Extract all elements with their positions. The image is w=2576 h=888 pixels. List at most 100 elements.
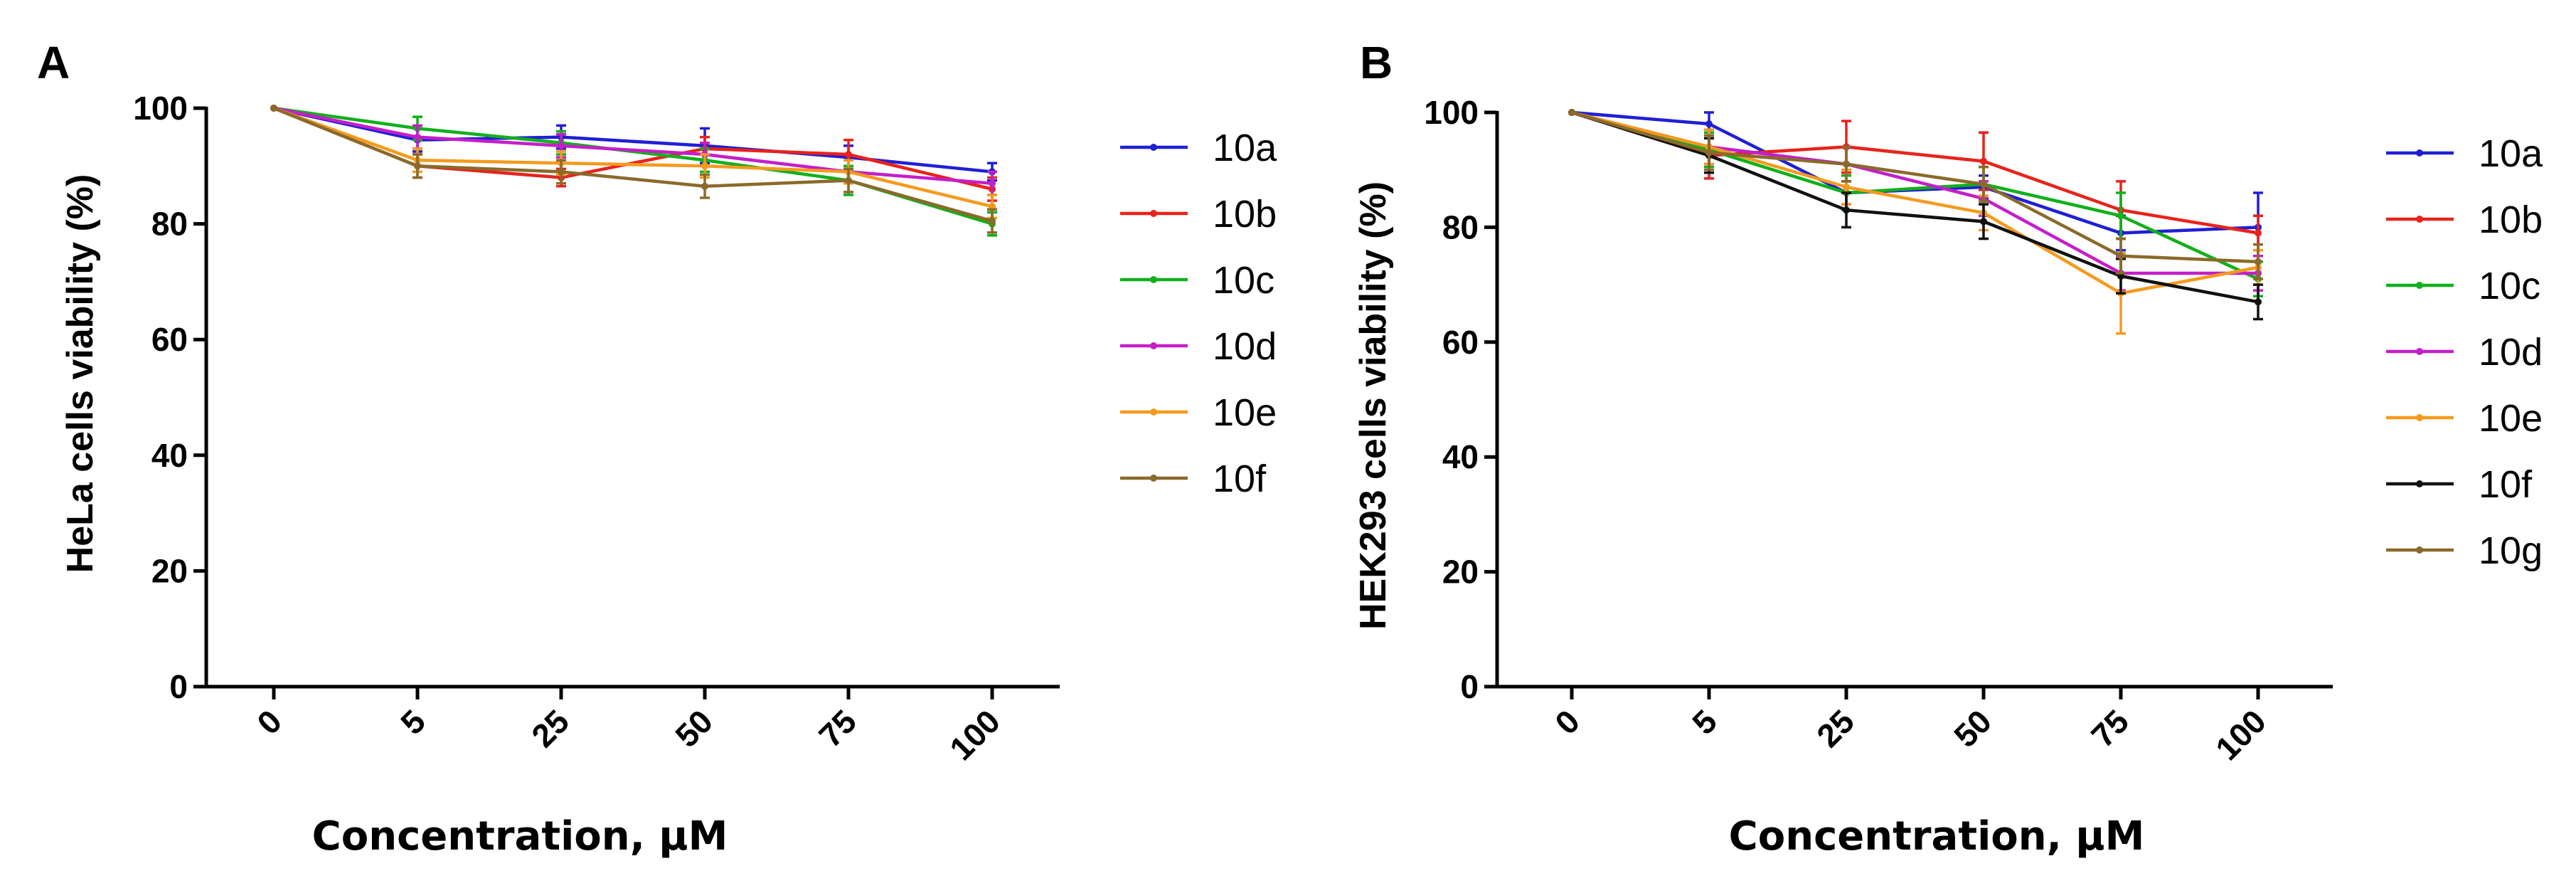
b-legend-label: 10f (2479, 463, 2533, 506)
b-legend-marker (2416, 149, 2423, 157)
b-data-point (2255, 258, 2262, 265)
panel-b-y-axis-label: HEK293 cells viability (%) (1353, 181, 1394, 630)
panel-b-chart: B HEK293 cells viability (%) Concentrati… (1353, 37, 2543, 860)
b-legend-item: 10a (2386, 132, 2543, 175)
b-data-point (2117, 212, 2124, 220)
b-x-tick-label: 25 (1809, 702, 1861, 754)
a-legend-label: 10e (1213, 391, 1277, 434)
a-legend-marker (1150, 210, 1157, 217)
b-x-tick-label: 50 (1947, 702, 1998, 754)
b-y-tick-label: 80 (1442, 208, 1479, 245)
b-y-tick-label: 100 (1424, 94, 1479, 131)
a-x-tick-label: 50 (668, 702, 720, 754)
a-legend-item: 10d (1120, 325, 1277, 368)
panel-a-letter: A (37, 37, 70, 88)
a-legend-marker (1150, 408, 1157, 416)
a-x-tick-label: 100 (942, 702, 1007, 767)
panel-a-legend: 10a 10b 10c 10d 10e 10f (1120, 127, 1277, 500)
b-data-point (1980, 157, 1987, 165)
b-y-tick-label: 40 (1442, 438, 1479, 475)
b-legend-item: 10b (2386, 199, 2543, 241)
a-legend-marker (1150, 144, 1157, 151)
b-legend-label: 10e (2479, 397, 2543, 440)
b-data-point (1980, 218, 1987, 226)
a-y-tick-label: 80 (151, 206, 188, 243)
a-y-tick-label: 20 (151, 552, 188, 589)
b-data-point (1843, 183, 1850, 191)
panel-a-y-axis-label: HeLa cells viability (%) (60, 174, 101, 574)
panel-a-ticks: 0 20 40 60 80 100 0 5 25 50 75 100 (133, 90, 1007, 767)
b-legend-marker (2416, 348, 2423, 355)
b-series-line (1571, 110, 2259, 281)
a-legend-marker (1150, 276, 1157, 283)
a-series-line (273, 106, 993, 185)
b-legend-marker (2416, 216, 2423, 223)
b-data-point (1705, 120, 1713, 128)
a-legend-marker (1150, 342, 1157, 349)
b-legend-item: 10d (2386, 331, 2543, 374)
a-legend-item: 10c (1120, 259, 1274, 302)
b-series-line (1571, 110, 2259, 264)
a-legend-marker (1150, 475, 1157, 482)
b-series-line (1571, 110, 2258, 275)
panel-a-chart: A HeLa cells viability (%) Concentration… (37, 37, 1277, 860)
b-legend-marker (2416, 546, 2423, 554)
a-series-10f (270, 105, 997, 234)
panel-a-x-axis-label: Concentration, μM (312, 813, 728, 860)
a-legend-label: 10d (1213, 325, 1277, 368)
b-data-point (2117, 252, 2124, 260)
a-data-point (701, 182, 708, 190)
b-legend-marker (2416, 414, 2423, 421)
a-legend-item: 10f (1120, 458, 1267, 500)
a-x-tick-label: 25 (524, 702, 576, 754)
a-y-tick-label: 40 (151, 437, 188, 474)
b-data-point (1843, 206, 1850, 214)
a-x-tick-label: 0 (250, 702, 289, 741)
a-legend-item: 10a (1120, 127, 1277, 169)
b-series-10b (1568, 109, 2263, 252)
b-data-point (1843, 160, 1850, 168)
b-data-point (2255, 298, 2262, 306)
b-legend-item: 10e (2386, 397, 2543, 440)
a-series-10a (270, 105, 997, 182)
b-legend-label: 10g (2479, 529, 2543, 572)
a-legend-label: 10f (1213, 458, 1267, 500)
b-y-tick-label: 20 (1442, 554, 1479, 591)
a-data-point (989, 217, 996, 225)
panel-a-series (270, 105, 997, 237)
b-legend-marker (2416, 480, 2423, 487)
a-series-line (273, 106, 993, 223)
b-legend-label: 10c (2479, 265, 2540, 307)
a-data-point (414, 162, 421, 170)
b-legend-item: 10f (2386, 463, 2533, 506)
a-series-10c (270, 105, 997, 237)
b-data-point (1980, 180, 1987, 188)
b-legend-label: 10b (2479, 199, 2543, 241)
b-legend-item: 10c (2386, 265, 2540, 307)
b-data-point (2255, 229, 2262, 237)
panel-a-axes (204, 107, 1060, 689)
a-legend-label: 10b (1213, 193, 1277, 236)
a-data-point (845, 151, 852, 159)
b-y-tick-label: 0 (1460, 668, 1479, 705)
a-data-point (558, 142, 565, 149)
b-legend-label: 10d (2479, 331, 2543, 374)
a-data-point (558, 168, 565, 176)
a-data-point (701, 162, 708, 170)
b-series-line (1571, 110, 2259, 295)
a-data-point (414, 133, 421, 141)
b-legend-marker (2416, 282, 2423, 289)
b-legend-label: 10a (2479, 132, 2543, 175)
a-y-tick-label: 100 (133, 90, 188, 127)
b-series-10g (1568, 109, 2263, 280)
a-legend-label: 10a (1213, 127, 1277, 169)
a-x-tick-label: 75 (811, 702, 863, 754)
a-y-tick-label: 0 (169, 668, 188, 705)
panel-b-axes (1495, 111, 2333, 689)
b-data-point (1705, 149, 1713, 157)
a-legend-item: 10b (1120, 193, 1277, 236)
a-data-point (845, 176, 852, 184)
b-y-tick-label: 60 (1442, 324, 1479, 361)
a-y-tick-label: 60 (151, 321, 188, 358)
